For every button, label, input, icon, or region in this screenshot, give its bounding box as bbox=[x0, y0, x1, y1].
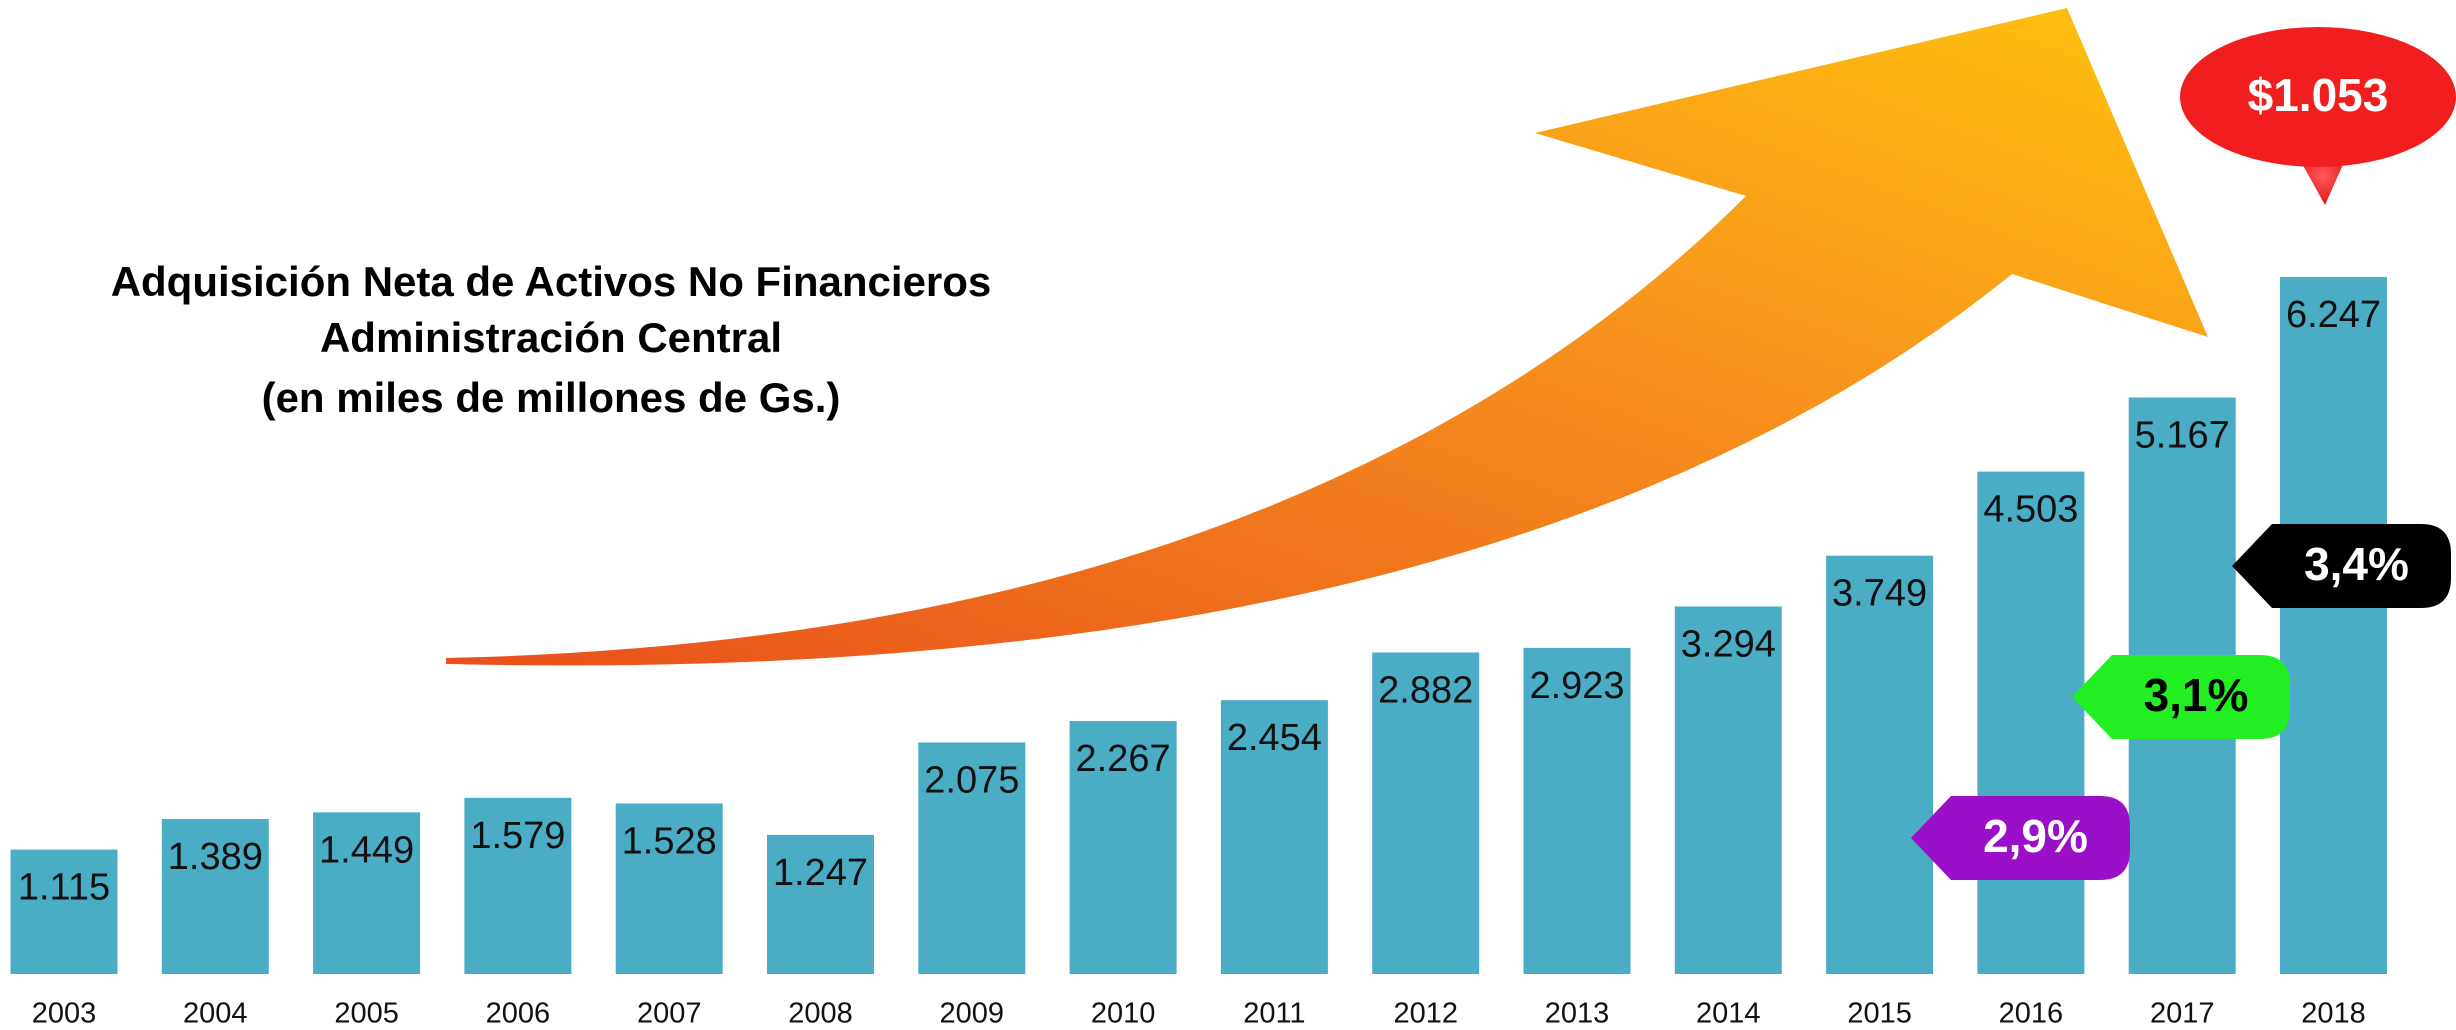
bar bbox=[1977, 472, 2084, 974]
chart-title: (en miles de millones de Gs.) bbox=[262, 374, 841, 421]
x-tick-label: 2017 bbox=[2150, 998, 2215, 1030]
x-tick-label: 2018 bbox=[2301, 998, 2366, 1030]
value-label: 3.294 bbox=[1681, 624, 1776, 666]
value-label: 1.247 bbox=[773, 852, 868, 894]
value-label: 1.449 bbox=[319, 829, 414, 871]
x-tick-label: 2009 bbox=[940, 998, 1005, 1030]
chart-title: Adquisición Neta de Activos No Financier… bbox=[111, 258, 992, 305]
x-tick-label: 2011 bbox=[1243, 998, 1305, 1030]
x-tick-label: 2006 bbox=[486, 998, 551, 1030]
value-label: 2.454 bbox=[1227, 717, 1322, 759]
tag-label: 2,9% bbox=[1983, 810, 2088, 862]
bar bbox=[2280, 277, 2387, 974]
x-tick-label: 2016 bbox=[1999, 998, 2064, 1030]
title-group: Adquisición Neta de Activos No Financier… bbox=[111, 258, 992, 421]
value-label: 1.115 bbox=[18, 867, 110, 909]
value-label: 4.503 bbox=[1983, 489, 2078, 531]
x-tick-label: 2008 bbox=[788, 998, 853, 1030]
x-tick-label: 2012 bbox=[1393, 998, 1458, 1030]
value-label: 1.389 bbox=[168, 836, 263, 878]
value-label: 2.923 bbox=[1529, 665, 1624, 707]
value-label: 1.579 bbox=[470, 815, 565, 857]
value-label: 5.167 bbox=[2135, 415, 2230, 457]
value-label: 2.882 bbox=[1378, 669, 1473, 711]
callout-label: $1.053 bbox=[2248, 69, 2389, 121]
tag-label: 3,4% bbox=[2304, 538, 2409, 590]
value-label: 2.267 bbox=[1076, 738, 1171, 780]
x-tick-label: 2013 bbox=[1545, 998, 1610, 1030]
x-tick-label: 2003 bbox=[32, 998, 97, 1030]
x-tick-label: 2010 bbox=[1091, 998, 1156, 1030]
tag-label: 3,1% bbox=[2144, 669, 2249, 721]
x-tick-label: 2014 bbox=[1696, 998, 1761, 1030]
value-label: 2.075 bbox=[924, 760, 1019, 802]
bar bbox=[1826, 556, 1933, 974]
chart: Adquisición Neta de Activos No Financier… bbox=[0, 0, 2456, 1030]
x-tick-label: 2005 bbox=[334, 998, 399, 1030]
value-label: 6.247 bbox=[2286, 294, 2381, 336]
x-tick-label: 2007 bbox=[637, 998, 702, 1030]
value-label: 3.749 bbox=[1832, 573, 1927, 615]
x-tick-label: 2015 bbox=[1847, 998, 1912, 1030]
chart-title: Administración Central bbox=[320, 314, 782, 361]
x-tick-label: 2004 bbox=[183, 998, 248, 1030]
value-label: 1.528 bbox=[622, 821, 717, 863]
